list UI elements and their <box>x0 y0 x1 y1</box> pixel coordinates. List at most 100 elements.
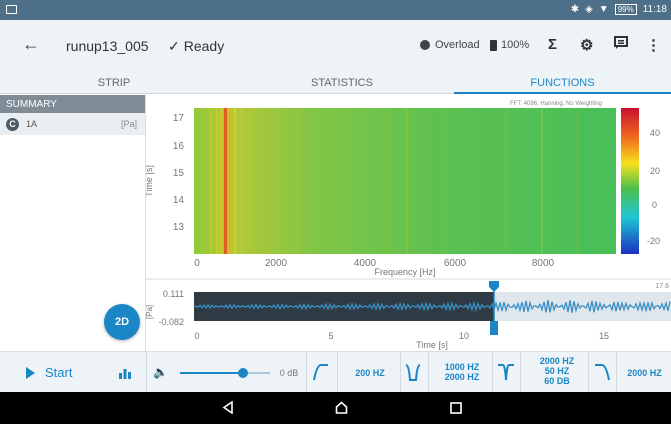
active-tab-indicator <box>454 92 671 94</box>
battery-indicator: 99% <box>614 4 637 15</box>
comment-icon[interactable] <box>614 36 628 53</box>
toolbar-divider <box>306 352 307 393</box>
colorbar-tick: 20 <box>650 166 660 176</box>
storage-label: 100% <box>501 39 530 51</box>
wifi-icon: ▼ <box>598 4 609 15</box>
wave-x-tick: 15 <box>599 331 609 341</box>
spectrogram-streak <box>386 108 388 254</box>
bar-chart-icon[interactable] <box>119 366 131 384</box>
wave-x-tick: 10 <box>459 331 469 341</box>
spec-x-tick: 2000 <box>265 258 288 269</box>
more-vert-icon[interactable]: ⋮ <box>646 37 661 54</box>
channel-unit: [Pa] <box>120 119 137 129</box>
spec-y-tick: 14 <box>173 195 185 206</box>
tab-strip[interactable]: STRIP <box>97 77 131 89</box>
status-bar: ✱ ◈ ▼ 99% 11:18 <box>0 0 671 20</box>
spectrogram-x-label: Frequency [Hz] <box>374 267 435 277</box>
ready-label: Ready <box>183 38 225 54</box>
spectrogram-streak <box>220 108 222 254</box>
toolbar-divider <box>337 352 338 393</box>
view-2d-button[interactable]: 2D <box>104 304 140 340</box>
toolbar-divider <box>588 352 589 393</box>
ready-status: ✓ Ready <box>168 38 224 55</box>
waveform-line <box>193 299 671 313</box>
spectrogram-streak <box>346 108 347 254</box>
spectrogram-streak <box>506 108 508 254</box>
back-arrow-icon[interactable]: ← <box>22 34 40 54</box>
bandpass-icon[interactable] <box>405 363 421 386</box>
colorbar <box>621 108 639 254</box>
chart-area: FFT: 4096, Hanning, No Weighting Time [s… <box>144 95 671 351</box>
spectrogram-streaks <box>210 108 577 254</box>
start-label: Start <box>45 365 73 380</box>
waveform-y-min: -0.082 <box>158 317 184 327</box>
gear-icon[interactable]: ⚙ <box>580 37 594 54</box>
tab-bar: STRIP STATISTICS FUNCTIONS <box>0 72 671 94</box>
colorbar-tick: 0 <box>652 200 657 210</box>
nav-home-icon[interactable] <box>335 401 348 419</box>
filter-notch-params[interactable]: 2000 HZ 50 HZ 60 DB <box>526 356 588 386</box>
toolbar-divider <box>492 352 493 393</box>
nav-back-icon[interactable] <box>222 400 234 419</box>
waveform-x-label: Time [s] <box>416 340 448 350</box>
notch-icon[interactable] <box>497 363 515 386</box>
play-icon <box>26 366 35 379</box>
colorbar-tick: 40 <box>650 128 660 138</box>
lowpass-icon[interactable] <box>594 363 610 386</box>
volume-slider[interactable] <box>180 368 270 378</box>
spectrogram-streak <box>228 108 230 254</box>
storage-indicator: 100% <box>490 39 529 51</box>
spec-y-tick: 15 <box>173 168 185 179</box>
spectrogram-streak <box>210 108 212 254</box>
volume-knob[interactable] <box>238 368 248 378</box>
channel-row[interactable]: C 1A [Pa] <box>0 113 145 135</box>
channel-name: 1A <box>26 119 38 129</box>
waveform-y-max: 0.111 <box>163 289 184 299</box>
filter-notch-freq: 2000 HZ <box>539 356 575 366</box>
waveform-trace <box>193 299 671 313</box>
tab-functions[interactable]: FUNCTIONS <box>530 77 595 89</box>
toolbar-divider <box>146 352 147 393</box>
spectrogram-streak <box>216 108 218 254</box>
waveform-y-label: [Pa] <box>146 305 154 319</box>
overload-dot-icon <box>420 40 430 50</box>
spec-y-tick: 17 <box>173 113 185 124</box>
spectrogram-plot[interactable] <box>194 108 616 254</box>
fft-info: FFT: 4096, Hanning, No Weighting <box>510 101 602 107</box>
toolbar-divider <box>428 352 429 393</box>
vibrate-icon: ◈ <box>585 4 593 15</box>
wave-x-tick: 0 <box>194 331 199 341</box>
storage-icon <box>490 39 497 51</box>
tab-statistics[interactable]: STATISTICS <box>311 77 373 89</box>
volume-fill <box>180 372 243 374</box>
filter-lowpass-freq[interactable]: 2000 HZ <box>627 368 662 378</box>
volume-db: 0 dB <box>279 368 299 378</box>
sigma-icon[interactable]: Σ <box>548 36 558 53</box>
channel-c-icon: C <box>6 117 19 131</box>
spectrogram-streak <box>541 108 543 254</box>
bluetooth-icon: ✱ <box>570 4 580 15</box>
spec-x-tick: 8000 <box>532 258 555 269</box>
filter-highpass-freq[interactable]: 200 HZ <box>355 368 385 378</box>
spectrogram-streak <box>406 108 408 254</box>
cursor-handle-top[interactable] <box>489 281 499 292</box>
highpass-icon[interactable] <box>313 363 329 386</box>
system-nav-bar <box>0 392 671 424</box>
spec-y-tick: 13 <box>173 222 185 233</box>
spectrogram-streak <box>241 108 243 254</box>
filter-band-freq[interactable]: 1000 HZ 2000 HZ <box>432 362 492 382</box>
toolbar-divider <box>400 352 401 393</box>
filter-band-high: 2000 HZ <box>444 372 480 382</box>
notification-icon <box>6 5 17 14</box>
filter-notch-width: 50 HZ <box>544 366 570 376</box>
nav-recents-icon[interactable] <box>450 401 462 419</box>
filter-notch-depth: 60 DB <box>544 376 570 386</box>
colorbar-tick: -20 <box>647 236 660 246</box>
cursor-handle-bottom[interactable] <box>490 321 498 335</box>
spectrogram-streak <box>446 108 447 254</box>
spectrogram-y-label: Time [s] <box>146 165 154 197</box>
start-button[interactable]: Start <box>26 365 72 380</box>
spectrogram-streak <box>266 108 268 254</box>
cursor-time: 17.6 <box>655 283 669 290</box>
page-title: runup13_005 <box>66 38 149 54</box>
